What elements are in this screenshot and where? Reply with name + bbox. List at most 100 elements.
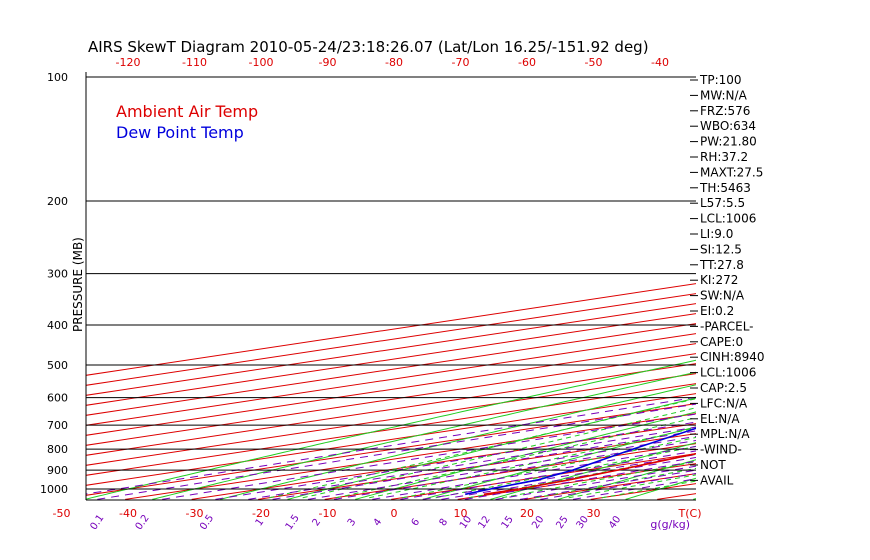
- temp-tick-label: -40: [119, 507, 137, 520]
- mixing-ratio-tick-label: 8: [438, 517, 451, 529]
- isotherm-line: [324, 443, 696, 500]
- mixing-ratio-tick-label: 12: [476, 514, 492, 531]
- temp-tick-label: -30: [186, 507, 204, 520]
- isotherm-line: [191, 423, 696, 500]
- mixing-ratio-line: [162, 413, 696, 500]
- dry-adiabat-line: [829, 68, 870, 500]
- mixing-ratio-line: [495, 465, 696, 500]
- stability-index: NOT: [700, 458, 726, 472]
- top-temp-tick-label: -40: [651, 56, 669, 69]
- isotherm-line: [86, 283, 696, 376]
- x-axis-unit-label: T(C): [678, 507, 702, 520]
- temp-tick-label: -50: [53, 507, 71, 520]
- stability-index: EI:0.2: [700, 304, 734, 318]
- moist-adiabat-line: [335, 417, 696, 499]
- isotherm-line: [86, 393, 696, 486]
- top-temp-tick-label: -110: [182, 56, 207, 69]
- dry-adiabat-line: [355, 411, 696, 500]
- isotherm-line: [86, 353, 696, 446]
- stability-index: LFC:N/A: [700, 396, 748, 410]
- isotherm-line: [86, 343, 696, 436]
- mixing-ratio-line: [464, 460, 696, 500]
- stability-index: LCL:1006: [700, 366, 756, 380]
- stability-index: CAP:2.5: [700, 381, 747, 395]
- top-temp-tick-label: -70: [452, 56, 470, 69]
- mixing-ratio-line: [248, 426, 696, 500]
- mixing-ratio-tick-label: 40: [607, 514, 623, 531]
- isotherm-line: [86, 373, 696, 466]
- moist-adiabat-lines: [269, 398, 696, 499]
- mixing-ratio-tick-label: 1.5: [284, 513, 302, 532]
- mixing-ratio-line: [97, 403, 696, 500]
- chart-title: AIRS SkewT Diagram 2010-05-24/23:18:26.0…: [88, 38, 649, 56]
- isotherm-lines: [86, 283, 696, 500]
- mixing-ratio-line: [272, 430, 696, 500]
- stability-index: TT:27.8: [699, 258, 744, 272]
- stability-index: WBO:634: [700, 119, 756, 133]
- isotherm-line: [86, 383, 696, 476]
- mixing-ratio-tick-label: 2: [311, 517, 324, 529]
- isotherm-line: [86, 363, 696, 456]
- stability-index: CINH:8940: [700, 350, 765, 364]
- mixing-ratio-line: [215, 421, 696, 500]
- stability-index: RH:37.2: [700, 150, 748, 164]
- isotherm-line: [125, 413, 696, 500]
- mixing-ratio-line: [372, 445, 696, 500]
- pressure-tick-label: 700: [47, 419, 68, 432]
- pressure-tick-label: 200: [47, 195, 68, 208]
- stability-index: MW:N/A: [700, 88, 748, 102]
- mixing-ratio-tick-label: 6: [410, 517, 423, 529]
- pressure-tick-label: 400: [47, 319, 68, 332]
- moist-adiabat-line: [535, 467, 696, 499]
- stability-index: TH:5463: [699, 181, 751, 195]
- air-temp-line: [483, 452, 696, 496]
- moist-adiabat-line: [402, 436, 696, 499]
- isobar-lines: [86, 76, 696, 490]
- stability-index: -PARCEL-: [700, 319, 754, 333]
- dry-adiabat-line: [152, 371, 696, 500]
- temp-tick-label: 10: [454, 507, 468, 520]
- stability-index: L57:5.5: [700, 196, 745, 210]
- profile-series: [465, 427, 696, 496]
- isotherm-line: [86, 403, 696, 496]
- dry-adiabat-line: [490, 442, 696, 500]
- pressure-tick-label: 800: [47, 443, 68, 456]
- moist-adiabat-line: [468, 453, 696, 499]
- temp-tick-label: -20: [252, 507, 270, 520]
- mixing-ratio-line: [307, 435, 696, 500]
- pressure-tick-label: 300: [47, 268, 68, 281]
- mixing-ratio-tick-label: 1: [254, 517, 267, 529]
- mixing-ratio-tick-label: 0.1: [88, 513, 106, 532]
- mixing-ratio-line: [334, 439, 696, 500]
- y-axis-label: PRESSURE (MB): [71, 237, 85, 332]
- mixing-ratio-line: [422, 454, 696, 500]
- temp-tick-label: -10: [319, 507, 337, 520]
- stability-index: TP:100: [699, 73, 742, 87]
- moist-adiabat-line: [502, 461, 696, 499]
- stability-index: PW:21.80: [700, 135, 757, 149]
- mixing-ratio-tick-label: 25: [554, 514, 570, 531]
- mixing-ratio-tick-label: 15: [500, 514, 516, 531]
- top-temp-tick-label: -80: [385, 56, 403, 69]
- temp-tick-label: 0: [391, 507, 398, 520]
- top-temp-tick-label: -120: [116, 56, 141, 69]
- isotherm-line: [391, 453, 696, 500]
- stability-index: SW:N/A: [700, 289, 745, 303]
- stability-index: EL:N/A: [700, 412, 740, 426]
- dew-point-line: [465, 427, 696, 496]
- pressure-tick-label: 600: [47, 392, 68, 405]
- mixing-ratio-unit-label: g(g/kg): [650, 518, 690, 531]
- pressure-tick-label: 1000: [40, 483, 68, 496]
- moist-adiabat-line: [369, 427, 696, 499]
- stability-index: SI:12.5: [700, 242, 742, 256]
- stability-index: CAPE:0: [700, 335, 743, 349]
- stability-index: KI:272: [700, 273, 738, 287]
- plot-frame: [85, 72, 696, 501]
- pressure-tick-label: 900: [47, 464, 68, 477]
- mixing-ratio-line: [400, 450, 696, 500]
- mixing-ratio-line: [519, 469, 696, 500]
- top-temp-tick-label: -60: [518, 56, 536, 69]
